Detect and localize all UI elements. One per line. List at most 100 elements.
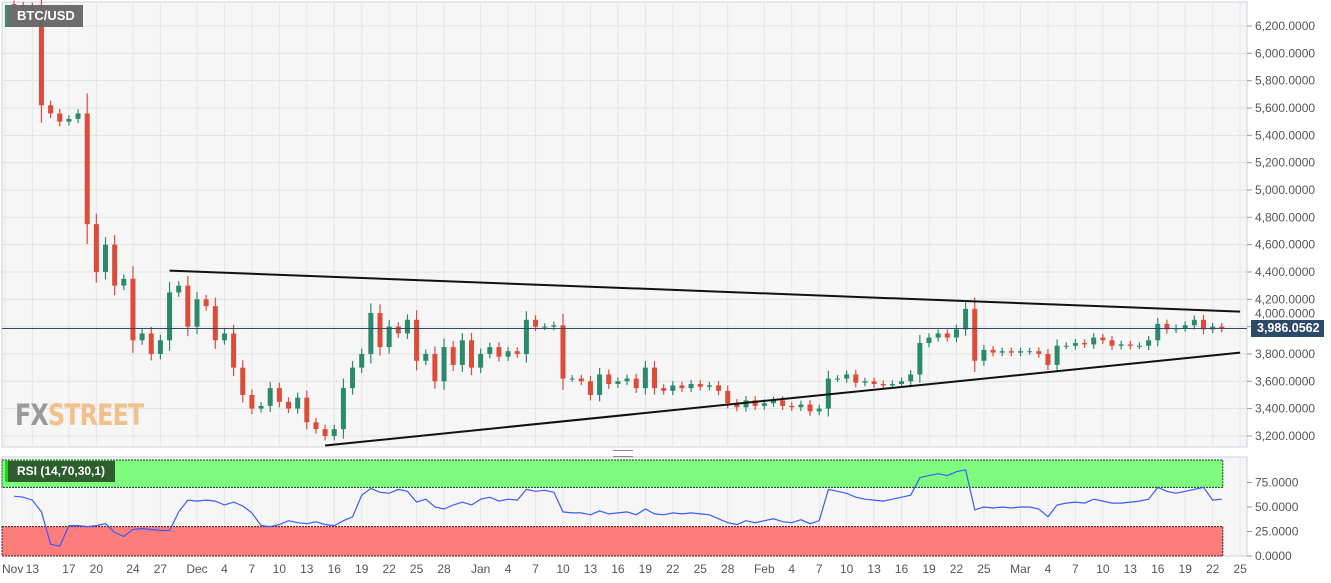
candle-body bbox=[130, 278, 136, 341]
candle-body bbox=[276, 388, 282, 402]
candle-body bbox=[533, 319, 539, 327]
rsi-indicator-label[interactable]: RSI (14,70,30,1) bbox=[5, 461, 116, 482]
logo-fx: FX bbox=[15, 398, 49, 432]
x-tick-label: 4 bbox=[505, 562, 512, 576]
y-tick-label: 3,800.0000 bbox=[1255, 347, 1315, 361]
candle-body bbox=[340, 388, 346, 430]
y-tick-label: 4,200.0000 bbox=[1255, 292, 1315, 306]
candle-body bbox=[157, 340, 163, 354]
candle-body bbox=[450, 347, 456, 365]
candle-body bbox=[706, 385, 712, 387]
candle-body bbox=[761, 403, 767, 406]
candle-body bbox=[725, 390, 731, 404]
candle-body bbox=[990, 349, 996, 353]
x-tick-label: 25 bbox=[977, 562, 991, 576]
symbol-label: BTC/USD bbox=[5, 5, 83, 27]
candle-body bbox=[743, 400, 749, 408]
candle-body bbox=[240, 367, 246, 395]
candle-body bbox=[899, 381, 905, 385]
candle-body bbox=[1201, 319, 1206, 330]
x-tick-label: 16 bbox=[895, 562, 909, 576]
x-tick-label: 24 bbox=[126, 562, 140, 576]
y-tick-label: 4,000.0000 bbox=[1255, 307, 1315, 321]
candle-body bbox=[816, 408, 822, 412]
candle-body bbox=[606, 374, 612, 385]
candle-body bbox=[780, 400, 786, 406]
candle-body bbox=[972, 308, 978, 361]
candle-body bbox=[1072, 343, 1078, 346]
x-tick-label: 4 bbox=[221, 562, 228, 576]
candle-body bbox=[642, 367, 648, 389]
candle-body bbox=[249, 394, 255, 409]
x-tick-label: 10 bbox=[1096, 562, 1110, 576]
candle-body bbox=[313, 422, 319, 430]
x-tick-label: Mar bbox=[1010, 562, 1031, 576]
panel-resize-handle[interactable] bbox=[613, 450, 633, 457]
candle-body bbox=[167, 292, 173, 341]
candle-body bbox=[624, 378, 630, 382]
x-tick-label: 19 bbox=[355, 562, 369, 576]
candle-body bbox=[880, 384, 886, 386]
y-tick-label: 5,200.0000 bbox=[1255, 156, 1315, 170]
candle-body bbox=[1219, 326, 1225, 329]
candle-body bbox=[386, 326, 392, 348]
candle-body bbox=[295, 397, 301, 409]
candle-body bbox=[75, 113, 81, 119]
y-tick-label: 5,800.0000 bbox=[1255, 74, 1315, 88]
candle-body bbox=[423, 353, 429, 361]
candle-body bbox=[569, 378, 575, 380]
candle-body bbox=[286, 401, 291, 409]
x-tick-label: 7 bbox=[816, 562, 823, 576]
price-panel bbox=[1, 1, 1248, 448]
candle-body bbox=[84, 113, 90, 225]
candle-body bbox=[304, 397, 310, 423]
candle-body bbox=[716, 385, 722, 391]
candle-body bbox=[835, 378, 840, 380]
candle-body bbox=[944, 333, 950, 338]
y-tick-label: 5,600.0000 bbox=[1255, 101, 1315, 115]
candle-body bbox=[1127, 344, 1133, 346]
candle-body bbox=[670, 385, 676, 391]
x-tick-label: 27 bbox=[154, 562, 168, 576]
candle-body bbox=[441, 347, 447, 382]
x-tick-label: 28 bbox=[437, 562, 451, 576]
candle-body bbox=[1164, 323, 1170, 330]
y-tick-label: 5,000.0000 bbox=[1255, 183, 1315, 197]
candle-body bbox=[478, 353, 484, 368]
candle-body bbox=[139, 333, 145, 341]
candle-body bbox=[770, 400, 776, 404]
candle-body bbox=[377, 312, 383, 348]
candle-body bbox=[688, 384, 694, 389]
x-tick-label: Nov bbox=[2, 562, 23, 576]
candle-body bbox=[578, 378, 584, 382]
candle-body bbox=[862, 381, 868, 383]
logo-street: STREET bbox=[47, 398, 144, 432]
x-tick-label: 7 bbox=[1072, 562, 1079, 576]
candle-body bbox=[597, 374, 603, 395]
x-tick-label: Feb bbox=[754, 562, 775, 576]
candle-body bbox=[194, 299, 200, 327]
x-tick-label: 10 bbox=[273, 562, 287, 576]
candle-body bbox=[889, 384, 895, 386]
overbought-zone bbox=[1, 459, 1224, 488]
candle-body bbox=[331, 429, 337, 436]
candle-body bbox=[38, 12, 44, 106]
y-tick-label: 5,400.0000 bbox=[1255, 128, 1315, 142]
candle-body bbox=[871, 381, 877, 385]
candle-body bbox=[661, 388, 667, 391]
x-tick-label: 10 bbox=[840, 562, 854, 576]
candle-body bbox=[789, 405, 795, 408]
candle-body bbox=[48, 105, 54, 114]
x-tick-label: 20 bbox=[90, 562, 104, 576]
x-tick-label: 13 bbox=[1124, 562, 1138, 576]
candle-body bbox=[414, 319, 420, 361]
x-tick-label: 22 bbox=[950, 562, 964, 576]
candle-body bbox=[112, 244, 118, 286]
candle-body bbox=[953, 329, 959, 338]
oversold-zone bbox=[1, 526, 1224, 557]
candle-body bbox=[221, 333, 227, 341]
y-tick-label: 4,600.0000 bbox=[1255, 238, 1315, 252]
candle-body bbox=[853, 374, 859, 383]
candle-body bbox=[963, 308, 969, 330]
